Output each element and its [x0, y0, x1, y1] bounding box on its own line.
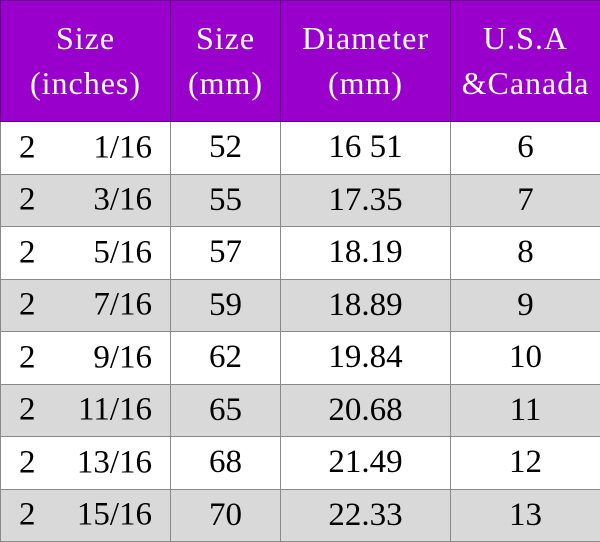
inch-whole: 2 [19, 129, 36, 166]
inch-fraction: 1/16 [93, 129, 152, 166]
cell-size-mm: 62 [171, 332, 281, 385]
inch-whole: 2 [19, 339, 36, 376]
header-line: U.S.A [483, 20, 568, 56]
cell-diameter: 18.89 [281, 279, 451, 332]
header-line: Diameter [302, 20, 429, 56]
inch-whole: 2 [19, 287, 36, 324]
header-row: Size (inches) Size (mm) Diameter (mm) U.S.A… [1, 1, 600, 122]
cell-size-inches: 2 11/16 [1, 384, 171, 437]
cell-diameter: 19.84 [281, 332, 451, 385]
cell-usa-canada: 9 [451, 279, 600, 332]
cell-size-inches: 2 7/16 [1, 279, 171, 332]
header-size-inches: Size (inches) [1, 1, 171, 122]
cell-diameter: 18.19 [281, 227, 451, 280]
header-line: Size [56, 20, 115, 56]
cell-usa-canada: 7 [451, 174, 600, 227]
inch-whole: 2 [19, 444, 36, 481]
cell-size-inches: 2 9/16 [1, 332, 171, 385]
cell-size-mm: 52 [171, 122, 281, 175]
header-line: (mm) [328, 65, 403, 101]
cell-size-inches: 2 15/16 [1, 489, 171, 542]
cell-diameter: 16 51 [281, 122, 451, 175]
cell-diameter: 22.33 [281, 489, 451, 542]
cell-usa-canada: 12 [451, 437, 600, 490]
inch-fraction: 3/16 [93, 182, 152, 219]
header-size-mm: Size (mm) [171, 1, 281, 122]
header-usa-canada: U.S.A&Canada [451, 1, 600, 122]
header-line: (mm) [188, 65, 263, 101]
cell-size-mm: 59 [171, 279, 281, 332]
cell-size-mm: 57 [171, 227, 281, 280]
inch-fraction: 11/16 [78, 392, 152, 429]
cell-size-mm: 55 [171, 174, 281, 227]
cell-usa-canada: 8 [451, 227, 600, 280]
cell-size-mm: 65 [171, 384, 281, 437]
inch-whole: 2 [19, 497, 36, 534]
inch-whole: 2 [19, 234, 36, 271]
header-line: Size [196, 20, 255, 56]
inch-fraction: 7/16 [93, 287, 152, 324]
header-line: &Canada [462, 65, 590, 101]
cell-size-inches: 2 1/16 [1, 122, 171, 175]
inch-whole: 2 [19, 182, 36, 219]
inch-fraction: 5/16 [93, 234, 152, 271]
cell-size-inches: 2 3/16 [1, 174, 171, 227]
inch-whole: 2 [19, 392, 36, 429]
inch-fraction: 9/16 [93, 339, 152, 376]
cell-size-mm: 70 [171, 489, 281, 542]
cell-diameter: 17.35 [281, 174, 451, 227]
inch-fraction: 15/16 [77, 497, 152, 534]
cell-size-inches: 2 13/16 [1, 437, 171, 490]
cell-diameter: 20.68 [281, 384, 451, 437]
cell-usa-canada: 11 [451, 384, 600, 437]
cell-usa-canada: 13 [451, 489, 600, 542]
header-line: (inches) [30, 65, 141, 101]
header-diameter: Diameter (mm) [281, 1, 451, 122]
cell-size-mm: 68 [171, 437, 281, 490]
cell-usa-canada: 10 [451, 332, 600, 385]
cell-size-inches: 2 5/16 [1, 227, 171, 280]
cell-usa-canada: 6 [451, 122, 600, 175]
cell-diameter: 21.49 [281, 437, 451, 490]
inch-fraction: 13/16 [77, 444, 152, 481]
